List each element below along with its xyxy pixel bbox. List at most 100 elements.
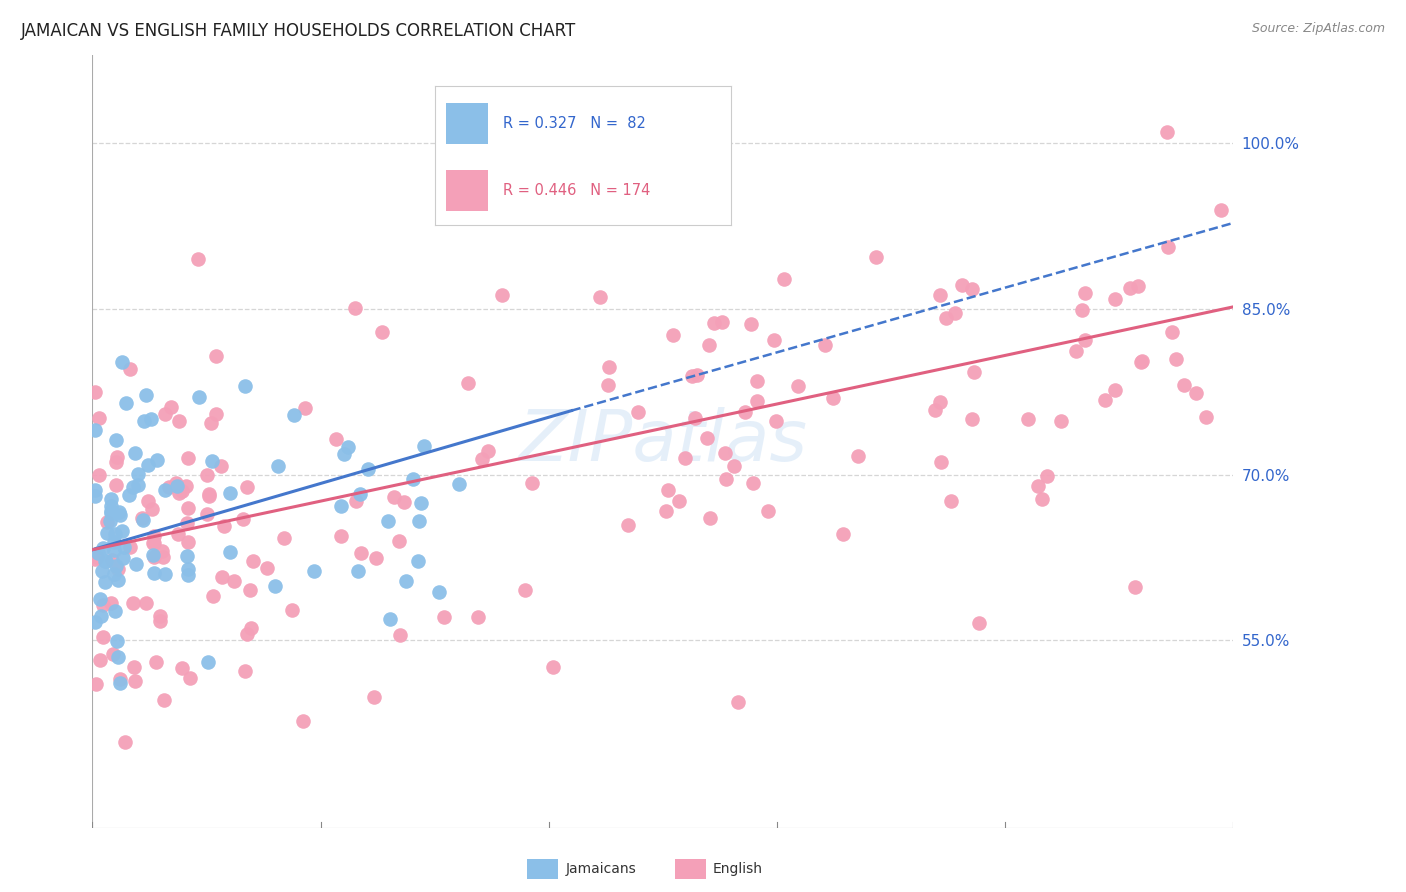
Point <box>967 616 990 631</box>
Point <box>681 369 703 384</box>
Point <box>155 407 177 421</box>
Point <box>520 476 543 491</box>
Point <box>111 524 134 538</box>
Point <box>94 554 117 568</box>
Point <box>1185 385 1208 400</box>
Point <box>960 412 983 426</box>
Point <box>115 396 138 410</box>
Point <box>100 596 122 610</box>
Point <box>433 610 456 624</box>
Point <box>120 362 142 376</box>
Point <box>107 562 129 576</box>
Point <box>325 432 347 446</box>
Point <box>294 401 316 416</box>
Point <box>713 445 735 459</box>
Point <box>132 513 155 527</box>
Point <box>155 483 177 497</box>
Point <box>176 549 198 564</box>
Point <box>703 316 725 330</box>
Point <box>236 627 259 641</box>
Point <box>617 517 640 532</box>
Point <box>89 468 111 483</box>
Point <box>118 488 141 502</box>
Point <box>118 540 141 554</box>
Point <box>683 410 706 425</box>
Point <box>209 459 232 474</box>
Point <box>1130 353 1153 368</box>
Point <box>105 633 128 648</box>
Point <box>132 413 155 427</box>
Point <box>125 557 148 571</box>
Point <box>366 551 388 566</box>
Point <box>411 496 433 510</box>
Point <box>232 512 254 526</box>
Point <box>90 608 112 623</box>
Point <box>160 400 183 414</box>
Point <box>104 455 127 469</box>
Point <box>388 534 411 549</box>
Point <box>1130 355 1153 369</box>
Point <box>344 494 367 508</box>
Point <box>136 458 159 472</box>
Point <box>1017 411 1039 425</box>
Point <box>924 402 946 417</box>
Point <box>112 550 135 565</box>
Point <box>176 516 198 530</box>
Point <box>177 562 200 576</box>
Point <box>1119 280 1142 294</box>
Point <box>832 526 855 541</box>
Point <box>84 423 107 437</box>
Point <box>931 455 953 469</box>
Point <box>166 479 188 493</box>
Point <box>177 568 200 582</box>
Point <box>740 317 762 331</box>
Point <box>103 567 125 582</box>
Point <box>756 504 779 518</box>
Point <box>152 550 174 565</box>
Point <box>136 494 159 508</box>
Point <box>1126 279 1149 293</box>
Point <box>1094 393 1116 408</box>
Point <box>172 660 194 674</box>
Point <box>142 566 165 581</box>
Point <box>83 489 105 503</box>
Point <box>103 542 125 557</box>
Point <box>655 504 678 518</box>
Point <box>1071 302 1094 317</box>
Point <box>166 527 188 541</box>
Point <box>90 564 112 578</box>
Point <box>172 484 194 499</box>
Point <box>114 735 136 749</box>
Point <box>149 609 172 624</box>
Point <box>198 487 221 501</box>
Point <box>149 614 172 628</box>
Point <box>89 591 111 606</box>
Point <box>267 459 290 474</box>
Point <box>239 621 262 635</box>
Point <box>122 660 145 674</box>
Point <box>589 290 612 304</box>
Point <box>741 475 763 490</box>
Point <box>333 447 356 461</box>
Point <box>177 450 200 465</box>
Point <box>127 477 149 491</box>
Point <box>1195 410 1218 425</box>
Point <box>112 540 135 554</box>
Point <box>626 405 648 419</box>
Point <box>283 408 305 422</box>
Point <box>153 693 176 707</box>
Point <box>772 272 794 286</box>
Point <box>105 433 128 447</box>
Point <box>392 495 415 509</box>
Point <box>935 310 957 325</box>
Point <box>382 491 405 505</box>
Point <box>813 337 835 351</box>
Point <box>714 472 737 486</box>
Point <box>187 252 209 266</box>
Point <box>1036 469 1059 483</box>
Point <box>91 598 114 612</box>
Point <box>124 446 146 460</box>
Point <box>1156 240 1178 254</box>
Point <box>169 486 191 500</box>
Point <box>950 277 973 292</box>
